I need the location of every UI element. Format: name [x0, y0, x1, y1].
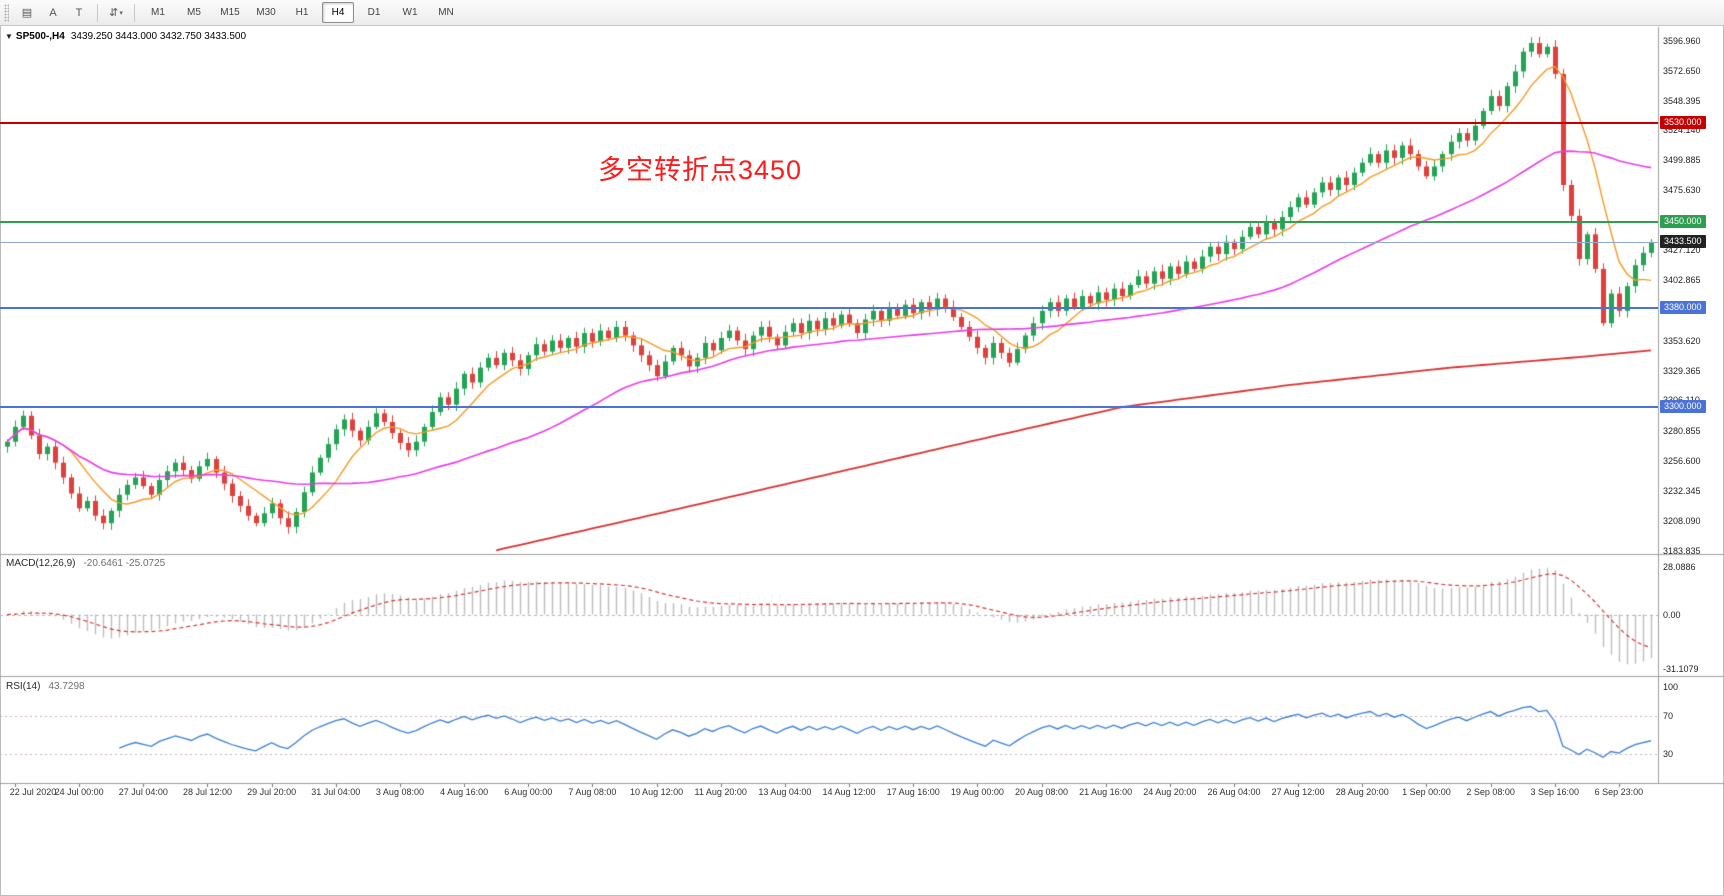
chart-marker-icon: ▼: [5, 32, 13, 41]
macd-axis-label: 0.00: [1663, 609, 1681, 620]
hline-3530.000[interactable]: [0, 122, 1658, 125]
time-axis-label: 6 Sep 23:00: [1594, 787, 1644, 797]
time-axis-label: 17 Aug 16:00: [886, 787, 940, 797]
time-axis-label: 19 Aug 00:00: [950, 787, 1004, 797]
price-badge-3380.000: 3380.000: [1660, 301, 1706, 315]
time-axis-label: 21 Aug 16:00: [1079, 787, 1133, 797]
time-axis-label: 24 Aug 20:00: [1143, 787, 1197, 797]
time-axis-label: 11 Aug 20:00: [694, 787, 747, 797]
macd-values: -20.6461 -25.0725: [83, 558, 166, 569]
time-axis-label: 6 Aug 00:00: [504, 787, 553, 797]
timeframe-W1[interactable]: W1: [402, 7, 418, 18]
rsi-axis-label: 30: [1663, 749, 1674, 759]
time-axis-label: 26 Aug 04:00: [1207, 787, 1261, 797]
timeframe-M30[interactable]: M30: [256, 7, 276, 18]
time-axis-label: 4 Aug 16:00: [440, 787, 489, 797]
price-axis-label: 3548.395: [1663, 95, 1701, 106]
hline-3450.000[interactable]: [0, 221, 1658, 223]
macd-header: MACD(12,26,9) -20.6461 -25.0725: [6, 558, 165, 569]
chart-symbol: SP500-,H4: [15, 31, 65, 42]
timeframe-MN[interactable]: MN: [438, 7, 454, 18]
chart-symbol-line: ▼ SP500-,H4 3439.250 3443.000 3432.750 343…: [5, 31, 246, 42]
time-axis-label: 7 Aug 08:00: [568, 787, 617, 797]
cursor-icon[interactable]: A: [49, 6, 57, 19]
price-axis-label: 3306.110: [1663, 395, 1700, 405]
annotation-text[interactable]: 多空转折点3450: [598, 155, 803, 185]
time-axis-label: 20 Aug 08:00: [1014, 787, 1069, 797]
time-axis-label: 1 Sep 00:00: [1402, 787, 1451, 797]
toolbar-grip[interactable]: [4, 3, 9, 22]
timeframe-H1[interactable]: H1: [295, 7, 309, 18]
arrows-updown-icon[interactable]: ⇵ ▾: [104, 2, 128, 24]
price-axis-label: 3427.120: [1663, 245, 1701, 256]
time-axis-label: 10 Aug 12:00: [630, 787, 684, 797]
time-axis-label: 29 Jul 20:00: [247, 787, 297, 797]
price-badge-3530.000: 3530.000: [1660, 116, 1706, 130]
text-tool-icon[interactable]: T: [75, 6, 83, 19]
price-axis-label: 3524.140: [1663, 125, 1701, 136]
time-axis-label: 28 Jul 12:00: [182, 787, 232, 797]
macd-axis-label: 28.0886: [1663, 562, 1696, 572]
price-axis-label: 3280.855: [1663, 425, 1701, 436]
price-axis-label: 3353.620: [1663, 335, 1701, 346]
rsi-axis-label: 100: [1663, 681, 1679, 692]
price-axis-label: 3329.365: [1663, 365, 1701, 376]
toolbar-separator: [97, 3, 98, 22]
timeframe-M15[interactable]: M15: [220, 7, 240, 18]
timeframe-H4[interactable]: H4: [322, 2, 354, 23]
price-axis-label: 3256.600: [1663, 455, 1701, 466]
price-axis-label: 3402.865: [1663, 275, 1701, 286]
time-axis-label: 31 Jul 04:00: [311, 787, 361, 797]
hline-3380.000[interactable]: [0, 307, 1658, 310]
price-axis-label: 3475.630: [1663, 185, 1701, 196]
macd-axis-label: -31.1079: [1663, 664, 1699, 674]
rsi-title: RSI(14): [6, 681, 41, 692]
price-axis-label: 3596.960: [1663, 35, 1701, 46]
charts-list-icon[interactable]: ▤: [21, 7, 33, 19]
price-axis-label: 3499.885: [1663, 155, 1701, 166]
time-axis-label: 27 Jul 04:00: [118, 787, 168, 797]
price-axis-label: 3208.090: [1663, 515, 1701, 526]
timeframe-D1[interactable]: D1: [367, 7, 381, 18]
macd-title: MACD(12,26,9): [6, 558, 76, 569]
price-axis-label: 3183.835: [1663, 545, 1701, 556]
timeframe-M5[interactable]: M5: [187, 7, 201, 18]
time-axis-label: 22 Jul 2020: [9, 787, 57, 797]
time-axis-label: 3 Sep 16:00: [1530, 787, 1580, 797]
price-badge-3450.000: 3450.000: [1660, 215, 1706, 228]
price-axis-label: 3572.650: [1663, 65, 1701, 76]
current-price-badge: 3433.500: [1660, 235, 1706, 249]
time-axis-label: 24 Jul 00:00: [54, 787, 104, 797]
toolbar: ▤ A T ⇵ ▾ M1 M5 M15 M30 H1 H4 D1 W1 MN: [0, 0, 1724, 26]
time-axis-label: 27 Aug 12:00: [1271, 787, 1325, 797]
price-axis-label: 3232.345: [1663, 485, 1701, 496]
current-price-line: [0, 241, 1658, 243]
timeframe-M1[interactable]: M1: [151, 7, 165, 18]
price-badge-3300.000: 3300.000: [1660, 400, 1706, 414]
time-axis-label: 14 Aug 12:00: [822, 787, 876, 797]
chart-ohlc: 3439.250 3443.000 3432.750 3433.500: [70, 31, 247, 42]
time-axis-label: 2 Sep 08:00: [1466, 787, 1515, 797]
dropdown-caret-icon: ▾: [119, 9, 123, 17]
rsi-axis-label: 70: [1663, 710, 1674, 721]
time-axis-label: 3 Aug 08:00: [375, 787, 424, 797]
toolbar-separator: [134, 3, 135, 22]
time-axis-label: 13 Aug 04:00: [758, 787, 812, 797]
rsi-value: 43.7298: [48, 681, 85, 692]
arrows-updown-icon-glyph: ⇵: [109, 7, 119, 19]
time-axis-label: 28 Aug 20:00: [1335, 787, 1389, 797]
hline-3300.000[interactable]: [0, 406, 1658, 409]
rsi-header: RSI(14) 43.7298: [6, 681, 85, 692]
